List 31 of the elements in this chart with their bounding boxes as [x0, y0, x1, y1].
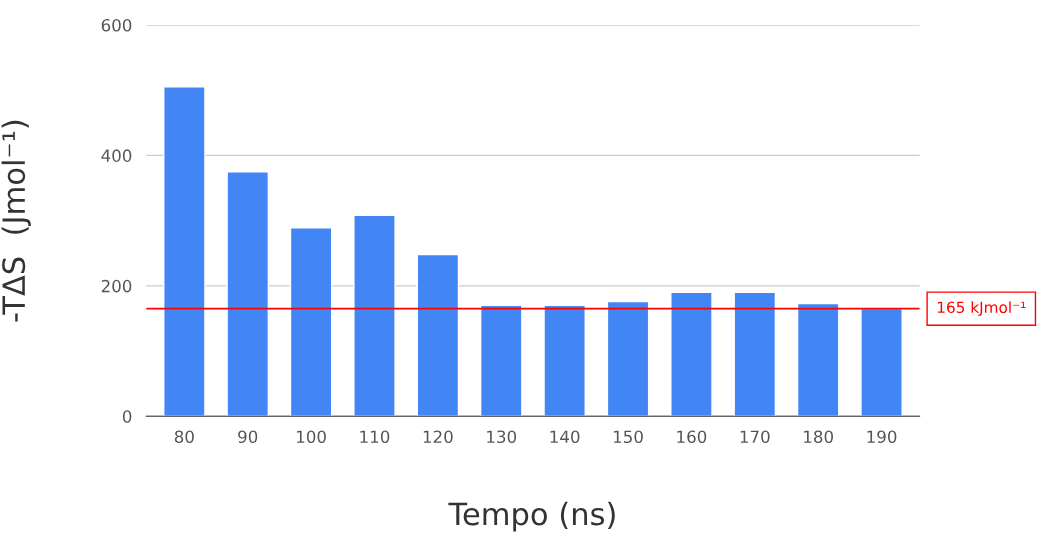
x-tick-label: 150 [613, 430, 643, 444]
ref-line-label: 165 kJmol⁻¹ [937, 301, 1026, 316]
x-tick-label: 120 [423, 430, 453, 444]
bar [606, 300, 650, 417]
x-tick-label: 170 [740, 430, 770, 444]
bar [670, 291, 713, 417]
x-tick-label: 80 [174, 430, 194, 444]
x-tick-label: 180 [804, 430, 833, 444]
bar [353, 214, 396, 417]
bar [543, 304, 586, 417]
y-tick-label: 400 [101, 149, 132, 162]
y-tick-label: 0 [122, 410, 132, 423]
bar [289, 227, 333, 417]
x-tick-label: 90 [238, 430, 258, 444]
x-tick-label: 110 [360, 430, 390, 444]
bar [733, 291, 777, 417]
bar [416, 253, 460, 417]
x-tick-label: 160 [677, 430, 707, 444]
x-tick-label: 130 [487, 430, 517, 444]
y-tick-label: 600 [101, 18, 132, 32]
x-tick-label: 100 [297, 430, 326, 444]
y-tick-label: 200 [101, 279, 132, 293]
bar [860, 307, 903, 417]
x-axis-title: Tempo (ns) [448, 501, 615, 532]
bar [479, 304, 523, 417]
y-axis-title: -TΔS (Jmol⁻¹) [1, 120, 31, 322]
bar [796, 302, 840, 417]
x-tick-label: 140 [550, 430, 580, 444]
x-tick-label: 190 [867, 430, 897, 444]
bar [163, 86, 206, 417]
bar [226, 171, 270, 417]
